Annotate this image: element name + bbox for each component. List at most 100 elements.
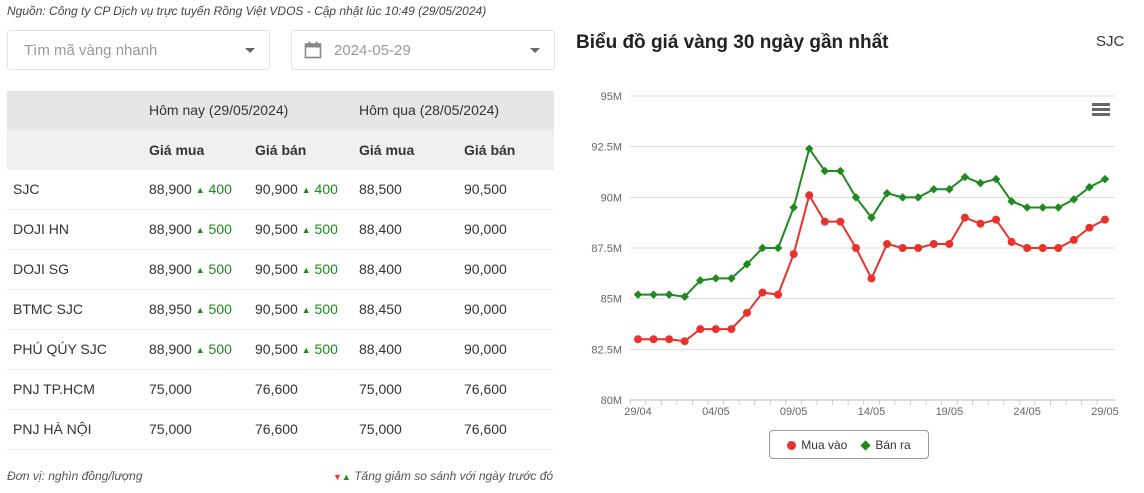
legend-buy[interactable]: Mua vào xyxy=(787,438,847,452)
price-value: 90,500 xyxy=(255,341,298,357)
cell: 88,450 xyxy=(353,289,458,330)
chart-legend: Mua vào Bán ra xyxy=(769,430,929,459)
data-point-buy xyxy=(774,290,783,299)
price-value: 76,600 xyxy=(255,421,298,437)
data-point-sell xyxy=(696,276,705,285)
data-point-sell xyxy=(1022,203,1032,212)
table-row: PNJ HÀ NỘI 75,000 76,600 75,000 76,600 xyxy=(7,409,554,450)
x-tick-label: 29/05 xyxy=(1091,406,1119,418)
data-point-buy xyxy=(836,217,845,226)
data-point-buy xyxy=(851,244,860,252)
chart-menu-icon[interactable] xyxy=(1092,103,1110,116)
table-row: BTMC SJC 88,950 ▲ 500 90,500 ▲ 500 88,450 90… xyxy=(7,289,554,330)
data-point-buy xyxy=(742,308,751,317)
data-point-buy xyxy=(1054,244,1063,252)
cell: 76,600 xyxy=(249,409,353,450)
price-value: 88,900 xyxy=(149,261,192,277)
data-point-sell xyxy=(664,290,674,299)
cell: 90,500 ▲ 500 xyxy=(249,209,353,250)
quick-search-select[interactable]: Tìm mã vàng nhanh xyxy=(7,30,270,70)
chevron-down-icon xyxy=(245,48,255,53)
chart-title: Biểu đồ giá vàng 30 ngày gần nhất xyxy=(576,32,889,53)
data-point-sell xyxy=(1054,203,1063,212)
price-value: 90,000 xyxy=(464,301,507,317)
price-value: 75,000 xyxy=(359,421,402,437)
change-value: 400 xyxy=(208,181,232,197)
cell: 90,500 ▲ 500 xyxy=(249,249,353,290)
data-point-sell xyxy=(773,243,783,253)
data-point-sell xyxy=(898,193,907,202)
change-value: 500 xyxy=(314,261,338,277)
gold-type: PHÚ QÚY SJC xyxy=(7,329,143,370)
increase-indicator: ▲ 500 xyxy=(302,261,338,277)
legend-sell[interactable]: Bán ra xyxy=(860,437,911,452)
data-point-buy xyxy=(1038,244,1047,252)
price-value: 90,500 xyxy=(255,261,298,277)
price-value: 75,000 xyxy=(359,381,402,397)
y-tick-label: 85M xyxy=(601,294,622,306)
cell: 88,950 ▲ 500 xyxy=(143,289,249,330)
change-value: 500 xyxy=(314,301,338,317)
price-value: 90,900 xyxy=(255,181,298,197)
data-point-sell xyxy=(711,274,721,283)
cell: 88,400 xyxy=(353,329,458,370)
price-value: 88,950 xyxy=(149,301,192,317)
increase-indicator: ▲ 500 xyxy=(196,221,232,237)
x-tick-label: 14/05 xyxy=(858,406,886,418)
increase-indicator: ▲ 500 xyxy=(196,261,232,277)
increase-indicator: ▲ 500 xyxy=(196,301,232,317)
data-point-buy xyxy=(914,244,923,252)
legend-sell-label: Bán ra xyxy=(875,437,911,452)
cell: 88,900 ▲ 500 xyxy=(143,209,249,250)
price-value: 88,400 xyxy=(359,221,402,237)
cell: 88,900 ▲ 500 xyxy=(143,329,249,370)
cell: 75,000 xyxy=(353,409,458,450)
up-arrow-icon: ▲ xyxy=(195,345,205,355)
increase-indicator: ▲ 500 xyxy=(302,301,338,317)
data-point-sell xyxy=(742,259,752,269)
up-arrow-icon: ▲ xyxy=(195,185,205,195)
price-value: 75,000 xyxy=(149,421,192,437)
gold-type: DOJI HN xyxy=(7,209,143,250)
cell: 90,900 ▲ 400 xyxy=(249,169,353,210)
cell: 88,500 xyxy=(353,169,458,210)
cell: 90,000 xyxy=(458,209,554,250)
x-tick-label: 09/05 xyxy=(780,406,808,418)
x-tick-label: 24/05 xyxy=(1013,406,1041,418)
change-value: 500 xyxy=(208,341,232,357)
increase-indicator: ▲ 500 xyxy=(302,341,338,357)
cell: 90,000 xyxy=(458,329,554,370)
search-placeholder: Tìm mã vàng nhanh xyxy=(24,41,158,59)
gold-type: DOJI SG xyxy=(7,249,143,290)
data-point-buy xyxy=(665,335,674,344)
date-value: 2024-05-29 xyxy=(334,41,411,59)
source-note: Nguồn: Công ty CP Dịch vụ trực tuyến Rồn… xyxy=(7,4,487,18)
change-value: 500 xyxy=(208,261,232,277)
price-value: 88,450 xyxy=(359,301,402,317)
data-point-buy xyxy=(1007,237,1016,246)
increase-indicator: ▲ 400 xyxy=(302,181,338,197)
change-value: 500 xyxy=(208,221,232,237)
col-header: Giá bán xyxy=(458,130,554,170)
data-point-buy xyxy=(1085,223,1094,232)
up-arrow-icon: ▲ xyxy=(301,345,311,355)
data-point-buy xyxy=(711,325,720,334)
change-value: 500 xyxy=(314,221,338,237)
y-tick-label: 82.5M xyxy=(591,344,622,356)
data-point-sell xyxy=(913,193,923,202)
data-point-sell xyxy=(836,166,845,176)
gold-type: PNJ HÀ NỘI xyxy=(7,409,143,450)
change-value: 500 xyxy=(208,301,232,317)
data-point-sell xyxy=(1038,203,1047,212)
date-picker[interactable]: 2024-05-29 xyxy=(291,30,555,70)
up-arrow-icon: ▲ xyxy=(301,225,311,235)
price-value: 76,600 xyxy=(464,421,507,437)
cell: 76,600 xyxy=(458,369,554,410)
legend-buy-label: Mua vào xyxy=(801,437,848,452)
cell: 88,400 xyxy=(353,209,458,250)
data-point-sell xyxy=(1100,174,1110,184)
unit-note: Đơn vị: nghìn đồng/lượng xyxy=(7,469,143,483)
change-note: ▼▲ Tăng giảm so sánh với ngày trước đó xyxy=(333,469,554,483)
data-point-buy xyxy=(805,191,814,200)
price-value: 88,400 xyxy=(359,261,402,277)
